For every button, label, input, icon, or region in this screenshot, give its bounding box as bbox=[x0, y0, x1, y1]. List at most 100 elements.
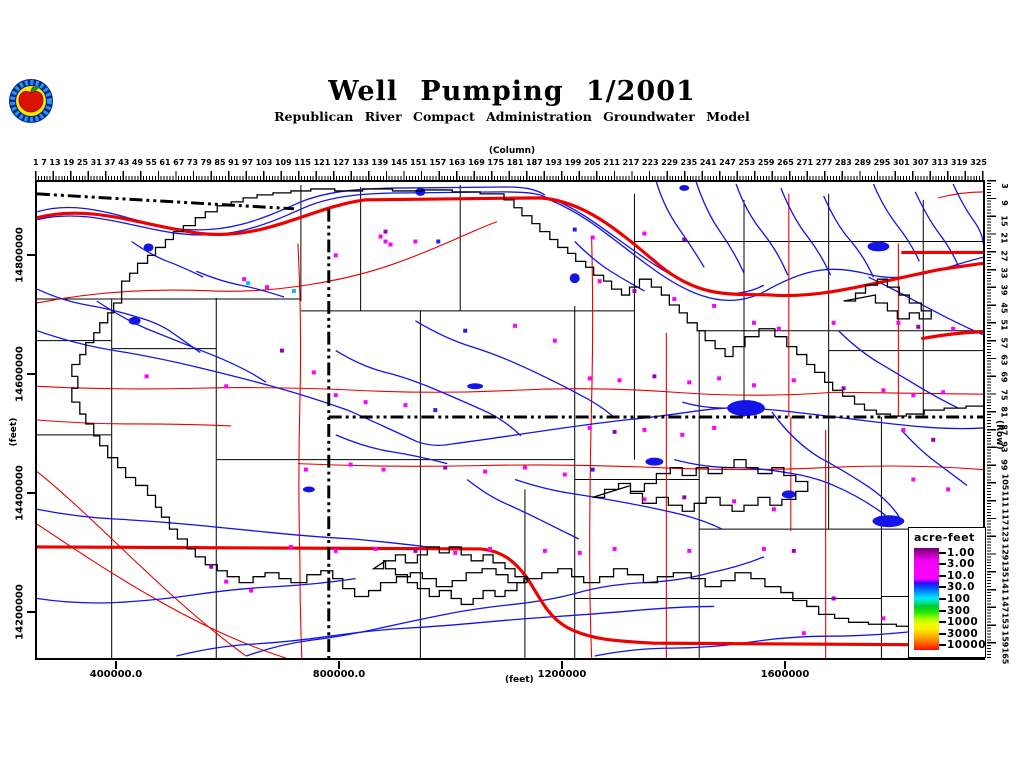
well-pumping-cell bbox=[413, 239, 418, 244]
lake bbox=[415, 187, 426, 196]
legend-row: 300 bbox=[939, 605, 985, 617]
well-pumping-cell bbox=[680, 432, 685, 437]
road-line bbox=[297, 243, 303, 658]
river-line bbox=[37, 191, 983, 302]
column-tick-label: 37 bbox=[104, 158, 116, 167]
column-tick-label: 61 bbox=[159, 158, 171, 167]
y-tick-label: 14200000 bbox=[14, 584, 26, 640]
well-pumping-cell bbox=[311, 370, 316, 375]
well-pumping-cell bbox=[590, 467, 595, 472]
page-subtitle: Republican River Compact Administration … bbox=[274, 109, 750, 124]
well-pumping-cell bbox=[652, 374, 657, 379]
river-line bbox=[695, 182, 745, 274]
legend-value: 100 bbox=[947, 592, 971, 605]
road-line bbox=[297, 463, 983, 471]
lake bbox=[302, 486, 315, 493]
column-tick-label: 241 bbox=[699, 158, 717, 167]
y-tick-label: 14400000 bbox=[14, 465, 26, 521]
river-line bbox=[37, 330, 454, 447]
river-line bbox=[674, 459, 886, 516]
well-pumping-cell bbox=[373, 546, 378, 551]
column-tick-label: 325 bbox=[970, 158, 987, 167]
column-tick-label: 307 bbox=[912, 158, 929, 167]
well-pumping-cell bbox=[687, 548, 692, 553]
legend-tick-dash bbox=[939, 597, 946, 600]
road-line bbox=[37, 523, 287, 658]
column-tick-label: 205 bbox=[583, 158, 601, 167]
well-pumping-cell bbox=[265, 285, 270, 290]
legend-row: 1000 bbox=[939, 616, 985, 628]
well-pumping-cell bbox=[381, 467, 386, 472]
column-tick-label: 301 bbox=[892, 158, 910, 167]
column-tick-label: 175 bbox=[487, 158, 505, 167]
road-line bbox=[37, 385, 983, 396]
column-tick-label: 55 bbox=[145, 158, 157, 167]
well-pumping-cell bbox=[333, 253, 338, 258]
well-pumping-cell bbox=[224, 384, 229, 389]
column-tick-label: 277 bbox=[815, 158, 833, 167]
well-pumping-cell bbox=[682, 495, 687, 500]
model-boundary-line bbox=[371, 546, 528, 606]
column-tick-label: 7 bbox=[41, 158, 47, 167]
row-tick-label: 141 bbox=[1000, 577, 1010, 595]
river-line bbox=[771, 411, 900, 518]
legend-value: 300 bbox=[947, 604, 971, 617]
column-tick-label: 163 bbox=[448, 158, 466, 167]
top-axis-ticks bbox=[35, 171, 985, 180]
well-pumping-cell bbox=[590, 235, 595, 240]
road-line bbox=[37, 419, 232, 427]
model-boundary-line bbox=[592, 459, 809, 512]
lake bbox=[679, 184, 690, 191]
river-line bbox=[574, 241, 645, 292]
well-pumping-cell bbox=[751, 383, 756, 388]
row-tick-label: 51 bbox=[999, 319, 1009, 331]
row-tick-label: 21 bbox=[999, 232, 1009, 244]
well-pumping-cell bbox=[712, 425, 717, 430]
river-line bbox=[514, 478, 723, 530]
column-tick-label: 319 bbox=[950, 158, 968, 167]
row-axis-title: (Row) bbox=[994, 420, 1004, 450]
y-tick-mark bbox=[27, 254, 35, 256]
legend-tick-dash bbox=[939, 632, 946, 635]
page-title: Well Pumping 1/2001 bbox=[328, 76, 696, 107]
row-tick-label: 99 bbox=[999, 458, 1009, 471]
well-pumping-cell bbox=[791, 378, 796, 383]
river-line bbox=[655, 182, 705, 268]
row-tick-label: 45 bbox=[999, 302, 1009, 314]
well-pumping-cell bbox=[303, 467, 308, 472]
highway-line bbox=[37, 545, 983, 647]
column-tick-label: 271 bbox=[796, 158, 814, 167]
well-pumping-cell bbox=[896, 320, 901, 325]
well-pumping-cell bbox=[587, 376, 592, 381]
well-pumping-cell bbox=[717, 376, 722, 381]
lake bbox=[569, 273, 580, 284]
well-pumping-cell bbox=[333, 393, 338, 398]
well-pumping-cell bbox=[946, 487, 951, 492]
row-tick-label: 153 bbox=[1000, 612, 1010, 630]
row-tick-label: 81 bbox=[999, 406, 1009, 418]
column-tick-label: 229 bbox=[661, 158, 678, 167]
river-line bbox=[453, 407, 983, 445]
column-axis-title: (Column) bbox=[488, 146, 536, 156]
lake bbox=[645, 457, 664, 466]
model-boundary-line bbox=[71, 291, 983, 631]
x-tick-mark bbox=[338, 661, 340, 669]
well-pumping-cell bbox=[911, 393, 916, 398]
row-tick-label: 69 bbox=[999, 371, 1009, 384]
column-tick-label: 157 bbox=[429, 158, 447, 167]
well-pumping-cell bbox=[881, 616, 886, 621]
well-pumping-cell bbox=[209, 564, 214, 569]
well-pumping-cell bbox=[443, 465, 448, 470]
lake bbox=[128, 316, 141, 325]
column-tick-label: 259 bbox=[757, 158, 775, 167]
row-tick-label: 147 bbox=[1000, 595, 1010, 613]
well-pumping-cell bbox=[577, 550, 582, 555]
well-pumping-cell bbox=[522, 465, 527, 470]
column-tick-label: 19 bbox=[63, 158, 75, 167]
legend-row: 3000 bbox=[939, 628, 985, 640]
well-pumping-cell bbox=[291, 289, 296, 294]
map-canvas bbox=[37, 182, 983, 658]
y-axis-title: (feet) bbox=[9, 417, 19, 447]
column-tick-label: 193 bbox=[545, 158, 563, 167]
legend-value: 1.00 bbox=[947, 546, 975, 559]
